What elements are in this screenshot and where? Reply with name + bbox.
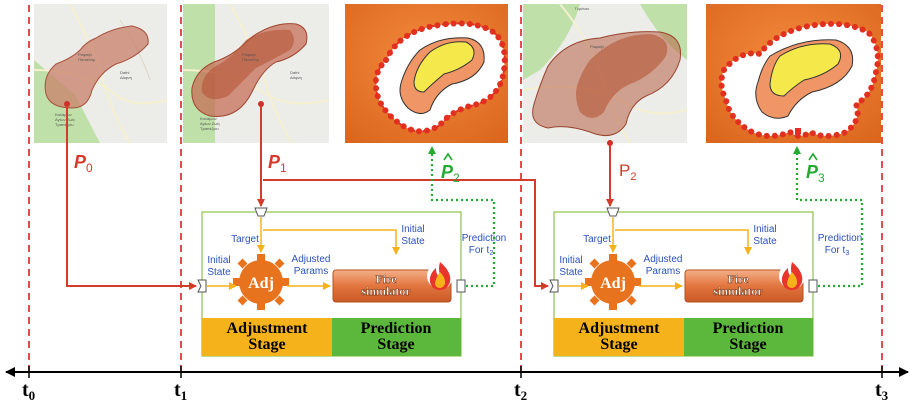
fire-simulator-2: Fire simulator: [684, 262, 805, 303]
adj-gear-2: Adj: [585, 254, 641, 310]
simulator-label-1: Fire simulator: [361, 272, 411, 298]
adj-gear-1: Adj: [233, 254, 289, 310]
initial-state-top-label-1: Initial State: [401, 224, 425, 247]
target-port-1: [254, 207, 268, 217]
svg-text:Τραπέζιου: Τραπέζιου: [200, 126, 219, 131]
label-p3-hat: P3: [806, 152, 825, 185]
map-image-1: Ραφαήλ Παπαδάμ Dafni Δάφνη Καλάμων Αγίων…: [33, 3, 168, 144]
prediction-stage-label-2: Prediction Stage: [713, 320, 784, 353]
timeline: t0 t1 t2 t3: [5, 5, 909, 403]
arrow-p1-to-box2: [263, 179, 549, 290]
prediction-arrows: [428, 146, 864, 288]
map-image-2: Ραφαήλ Παπαδάμ Dafni Δάφνη Καλάμων Αγίων…: [182, 3, 330, 144]
tick-label-t1: t1: [174, 379, 187, 403]
svg-text:Δάφνη: Δάφνη: [290, 75, 302, 80]
prediction-label-2: Prediction For t3: [818, 233, 862, 257]
initial-state-top-label-2: Initial State: [753, 224, 777, 247]
arrow-p0-to-box1: [66, 106, 197, 290]
label-p1: P1: [268, 152, 287, 175]
stage-box-2: Adjustment Stage Prediction Stage Adj Fire…: [549, 207, 862, 357]
adjusted-params-label-2: Adjusted Params: [644, 254, 683, 277]
fire-simulator-1: Fire simulator: [332, 262, 453, 303]
label-p2-hat: P2: [441, 152, 460, 185]
adjustment-stage-label-2: Adjustment Stage: [579, 320, 661, 353]
prediction-stage-band-1: [332, 318, 461, 356]
initial-state-left-label-2: Initial State: [559, 255, 583, 278]
svg-text:Καλάμων: Καλάμων: [200, 116, 217, 121]
adjusted-params-label-1: Adjusted Params: [292, 254, 331, 277]
label-p2: P2: [619, 161, 636, 183]
adjustment-stage-band-2: [554, 318, 684, 356]
svg-text:Γεράνια: Γεράνια: [575, 6, 589, 11]
prediction-stage-label-1: Prediction Stage: [361, 320, 432, 353]
prediction-image-t2: [345, 4, 508, 143]
arrow-box2-to-p3hat: [793, 146, 864, 288]
svg-text:Τραπέζιου: Τραπέζιου: [55, 122, 74, 127]
adjustment-stage-label-1: Adjustment Stage: [227, 320, 309, 353]
svg-text:Ραφαήλ: Ραφαήλ: [78, 52, 92, 57]
output-port-2: [808, 279, 818, 293]
svg-text:P3: P3: [806, 162, 825, 185]
target-port-2: [606, 207, 620, 217]
target-label-1: Target: [231, 234, 259, 245]
svg-text:P2: P2: [441, 162, 460, 185]
initial-state-port-1: [197, 279, 207, 293]
adj-label-2: Adj: [600, 275, 626, 292]
simulator-label-2: Fire simulator: [713, 272, 763, 298]
tick-label-t0: t0: [22, 379, 35, 403]
initial-state-port-2: [549, 279, 559, 293]
measurement-arrows: [66, 106, 614, 290]
stage-box-1: Adjustment Stage Prediction Stage Adj: [197, 207, 506, 357]
svg-text:Καλάμων: Καλάμων: [55, 112, 72, 117]
adj-label-1: Adj: [248, 275, 274, 292]
svg-text:Δάφνη: Δάφνη: [120, 75, 132, 80]
svg-text:Παπαδάμ: Παπαδάμ: [78, 57, 96, 62]
svg-text:Παπαδάμ: Παπαδάμ: [242, 57, 260, 62]
svg-text:Dafni: Dafni: [290, 70, 299, 75]
svg-text:Ραφαήλ: Ραφαήλ: [242, 52, 256, 57]
target-label-2: Target: [583, 234, 611, 245]
adjustment-stage-band-1: [202, 318, 332, 356]
fire-icon: [779, 262, 805, 290]
tick-label-t3: t3: [875, 379, 889, 403]
prediction-label-1: Prediction For t2: [462, 233, 506, 257]
prediction-stage-band-2: [684, 318, 813, 356]
tick-label-t2: t2: [514, 379, 527, 403]
svg-text:Αγίων Ζωίς: Αγίων Ζωίς: [200, 121, 220, 126]
svg-text:Ραφαήλ: Ραφαήλ: [590, 44, 604, 49]
svg-text:Αγίων Ζωίς: Αγίων Ζωίς: [55, 117, 75, 122]
map-image-3: Γεράνια Ραφαήλ: [522, 3, 688, 146]
label-p0: P0: [74, 152, 93, 175]
fire-icon: [427, 262, 453, 290]
output-port-1: [456, 279, 466, 293]
svg-text:Dafni: Dafni: [120, 70, 129, 75]
prediction-image-t3: [706, 4, 881, 143]
initial-state-left-label-1: Initial State: [207, 255, 231, 278]
